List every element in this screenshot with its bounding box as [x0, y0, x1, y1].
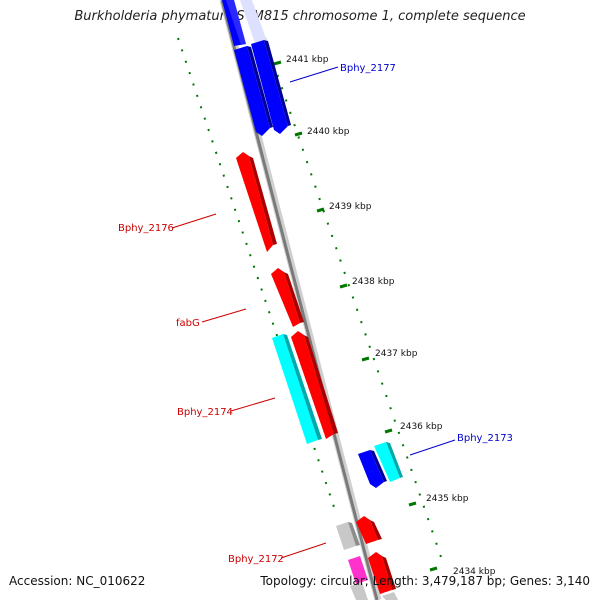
tick-label-2439: 2439 kbp [329, 202, 372, 212]
gene-bphy-2173[interactable] [358, 442, 403, 488]
tick-marks [273, 60, 438, 572]
gene-label-bphy-2177[interactable]: Bphy_2177 [340, 63, 396, 74]
gene-bphy-2177[interactable] [234, 40, 291, 136]
label-leaders [171, 66, 456, 559]
gene-label-bphy-2172[interactable]: Bphy_2172 [228, 554, 284, 565]
genome-summary-text: Topology: circular; Length: 3,479,187 bp… [260, 574, 590, 588]
map-title: Burkholderia phymatum STM815 chromosome … [74, 9, 526, 24]
gene-label-bphy-2174[interactable]: Bphy_2174 [177, 407, 233, 418]
gene-bottom-forward[interactable] [368, 552, 398, 600]
gene-fabG[interactable] [271, 268, 304, 327]
gene-bphy-2172[interactable] [336, 516, 382, 550]
gene-label-bphy-2176[interactable]: Bphy_2176 [118, 223, 174, 234]
outer-scale-line [264, 37, 443, 561]
tick-label-2441: 2441 kbp [286, 55, 329, 65]
gene-bphy-2176[interactable] [236, 152, 277, 252]
tick-label-2435: 2435 kbp [426, 494, 469, 504]
tick-label-2434: 2434 kbp [453, 567, 496, 577]
gene-label-bphy-2173[interactable]: Bphy_2173 [457, 433, 513, 444]
tick-label-2438: 2438 kbp [352, 277, 395, 287]
accession-text: Accession: NC_010622 [9, 574, 146, 588]
gene-bphy-2177-upper[interactable] [222, 0, 268, 46]
gene-bottom-pseudo[interactable] [348, 556, 368, 600]
tick-label-2437: 2437 kbp [375, 349, 418, 359]
gene-bphy-2174-rrna[interactable] [272, 334, 322, 444]
tick-label-2436: 2436 kbp [400, 422, 443, 432]
tick-label-2440: 2440 kbp [307, 127, 350, 137]
gene-bphy-2174-forward[interactable] [291, 331, 338, 439]
gene-label-fabG[interactable]: fabG [176, 318, 200, 329]
